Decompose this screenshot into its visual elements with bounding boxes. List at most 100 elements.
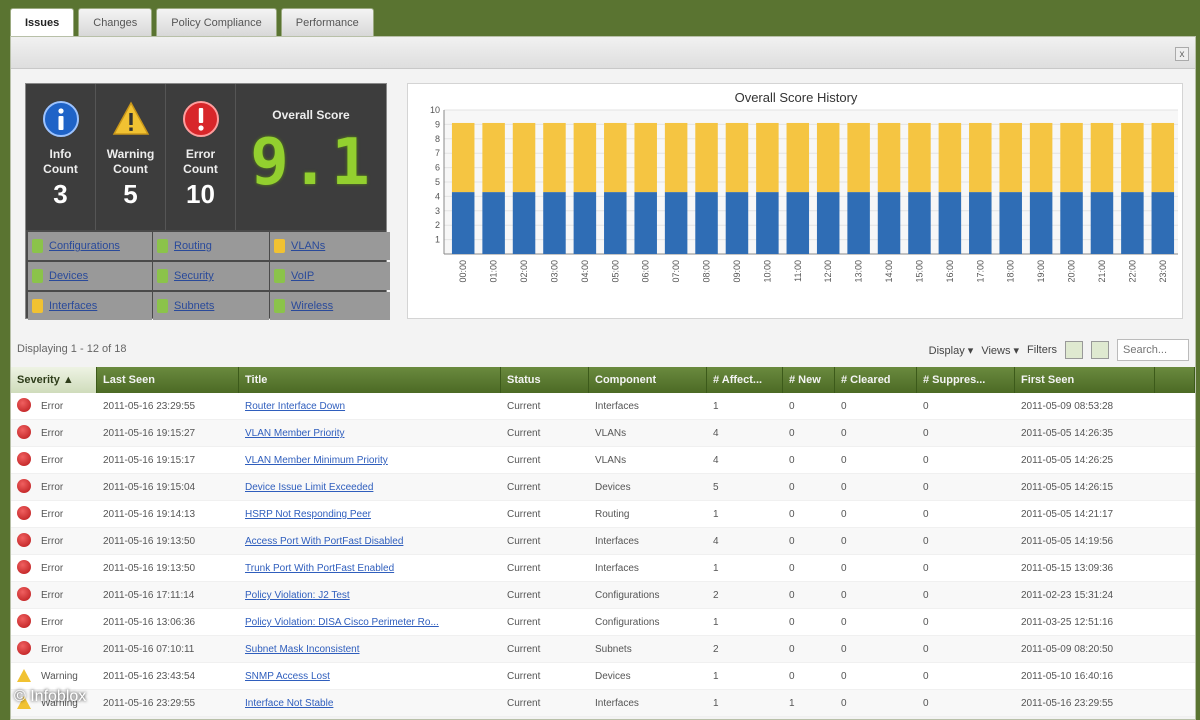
column-header[interactable]: First Seen: [1015, 367, 1155, 393]
severity-text: Error: [41, 401, 64, 412]
issue-title-link[interactable]: Policy Violation: DISA Cisco Perimeter R…: [245, 617, 439, 628]
table-row[interactable]: Error 2011-05-16 07:10:11 Subnet Mask Inco…: [11, 636, 1195, 663]
error-count-panel[interactable]: Error Count 10: [166, 84, 236, 230]
column-header[interactable]: Severity ▲: [11, 367, 97, 393]
category-link[interactable]: VLANs: [291, 240, 326, 252]
table-row[interactable]: Error 2011-05-16 19:15:17 VLAN Member Mini…: [11, 447, 1195, 474]
issue-title-link[interactable]: VLAN Member Priority: [245, 428, 345, 439]
category-devices[interactable]: Devices: [28, 262, 152, 290]
tab-changes[interactable]: Changes: [78, 8, 153, 36]
severity-text: Error: [41, 590, 64, 601]
category-link[interactable]: Configurations: [49, 240, 120, 252]
column-header-spacer: [1155, 367, 1195, 393]
column-header[interactable]: # New: [783, 367, 835, 393]
column-header[interactable]: # Suppres...: [917, 367, 1015, 393]
last-seen-cell: 2011-05-16 19:15:27: [103, 428, 196, 439]
component-cell: Devices: [595, 482, 631, 493]
category-voip[interactable]: VoIP: [270, 262, 390, 290]
issue-title-link[interactable]: VLAN Member Minimum Priority: [245, 455, 388, 466]
category-link[interactable]: Routing: [174, 240, 212, 252]
error-icon: [17, 560, 31, 574]
category-link[interactable]: Wireless: [291, 300, 334, 312]
issue-title-link[interactable]: Interface Not Stable: [245, 698, 334, 709]
x-tick-label: 07:00: [671, 260, 681, 283]
column-header[interactable]: Last Seen: [97, 367, 239, 393]
issue-title-link[interactable]: SNMP Access Lost: [245, 671, 330, 682]
severity-text: Error: [41, 455, 64, 466]
column-header[interactable]: Component: [589, 367, 707, 393]
table-row[interactable]: Error 2011-05-16 13:06:36 Policy Violation…: [11, 609, 1195, 636]
category-link[interactable]: Security: [174, 270, 214, 282]
category-routing[interactable]: Routing: [153, 232, 269, 260]
column-header[interactable]: Title: [239, 367, 501, 393]
severity-text: Warning: [41, 671, 78, 682]
table-row[interactable]: Error 2011-05-16 17:11:14 Policy Violation…: [11, 582, 1195, 609]
severity-cell: Warning: [11, 690, 97, 716]
list-toolbar: Displaying 1 - 12 of 18 Display ▾ Views …: [11, 337, 1195, 363]
first-seen-cell: 2011-05-09 08:20:50: [1021, 644, 1114, 655]
category-security[interactable]: Security: [153, 262, 269, 290]
issue-title-link[interactable]: Device Issue Limit Exceeded: [245, 482, 374, 493]
y-tick-label: 6: [435, 163, 440, 173]
suppressed-cell: 0: [923, 401, 929, 412]
spreadsheet-icon[interactable]: [1091, 341, 1109, 359]
first-seen-cell: 2011-05-09 08:53:28: [1021, 401, 1114, 412]
warning-icon: [17, 696, 31, 709]
views-menu[interactable]: Views ▾: [981, 344, 1020, 357]
search-input[interactable]: [1117, 339, 1189, 361]
issue-title-link[interactable]: Router Interface Down: [245, 401, 346, 412]
table-row[interactable]: Error 2011-05-16 19:13:50 Access Port With…: [11, 528, 1195, 555]
category-wireless[interactable]: Wireless: [270, 292, 390, 320]
warning-count-value: 5: [123, 179, 138, 209]
category-vlans[interactable]: VLANs: [270, 232, 390, 260]
table-row[interactable]: Error 2011-05-16 19:15:27 VLAN Member Prio…: [11, 420, 1195, 447]
table-row[interactable]: Error 2011-05-16 23:29:55 Router Interface…: [11, 393, 1195, 420]
status-cell: Current: [507, 455, 541, 466]
warning-count-panel[interactable]: Warning Count 5: [96, 84, 166, 230]
category-link[interactable]: Interfaces: [49, 300, 98, 312]
status-square-icon: [157, 269, 168, 283]
severity-text: Warning: [41, 698, 78, 709]
issue-title-link[interactable]: Subnet Mask Inconsistent: [245, 644, 360, 655]
issue-title-link[interactable]: Trunk Port With PortFast Enabled: [245, 563, 395, 574]
category-link[interactable]: Subnets: [174, 300, 215, 312]
cleared-cell: 0: [841, 590, 847, 601]
first-seen-cell: 2011-05-16 23:29:55: [1021, 698, 1114, 709]
category-configurations[interactable]: Configurations: [28, 232, 152, 260]
column-header[interactable]: # Cleared: [835, 367, 917, 393]
tab-policy-compliance[interactable]: Policy Compliance: [156, 8, 277, 36]
info-count-panel[interactable]: Info Count 3: [26, 84, 96, 230]
bar-segment: [1090, 192, 1114, 254]
table-row[interactable]: Error 2011-05-16 19:14:13 HSRP Not Respond…: [11, 501, 1195, 528]
x-tick-label: 15:00: [914, 260, 924, 283]
x-tick-label: 00:00: [458, 260, 468, 283]
table-row[interactable]: Error 2011-05-16 19:13:50 Trunk Port With …: [11, 555, 1195, 582]
close-icon[interactable]: x: [1175, 47, 1189, 61]
info-count-value: 3: [53, 179, 68, 209]
new-cell: 0: [789, 671, 795, 682]
tab-issues[interactable]: Issues: [10, 8, 75, 38]
tab-performance[interactable]: Performance: [280, 8, 374, 36]
column-header[interactable]: # Affect...: [707, 367, 783, 393]
bar-segment: [756, 122, 779, 193]
issue-title-link[interactable]: Policy Violation: J2 Test: [245, 590, 350, 601]
issue-title-link[interactable]: Access Port With PortFast Disabled: [245, 536, 404, 547]
bar-segment: [725, 192, 749, 254]
column-header[interactable]: Status: [501, 367, 589, 393]
bar-segment: [1060, 192, 1083, 254]
export-icon[interactable]: [1065, 341, 1083, 359]
category-interfaces[interactable]: Interfaces: [28, 292, 152, 320]
table-row[interactable]: Warning 2011-05-16 23:43:54 SNMP Access Lo…: [11, 663, 1195, 690]
category-link[interactable]: VoIP: [291, 270, 315, 282]
category-subnets[interactable]: Subnets: [153, 292, 269, 320]
table-row[interactable]: Error 2011-05-16 19:15:04 Device Issue Lim…: [11, 474, 1195, 501]
display-menu[interactable]: Display ▾: [928, 344, 974, 357]
category-link[interactable]: Devices: [49, 270, 89, 282]
filters-button[interactable]: Filters: [1027, 344, 1057, 356]
bar-segment: [786, 192, 810, 254]
error-icon: [17, 533, 31, 547]
table-row[interactable]: Warning 2011-05-16 23:29:55 Interface Not …: [11, 690, 1195, 717]
cleared-cell: 0: [841, 536, 847, 547]
affected-cell: 1: [713, 509, 719, 520]
issue-title-link[interactable]: HSRP Not Responding Peer: [245, 509, 371, 520]
